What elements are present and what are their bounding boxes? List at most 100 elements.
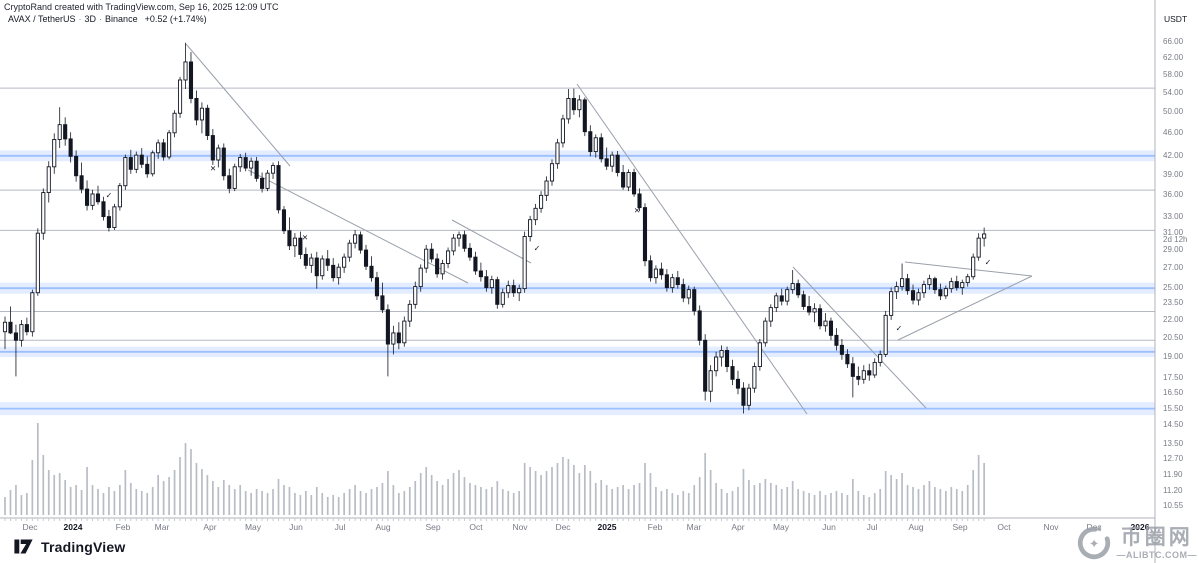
candle-down [478, 270, 483, 278]
candle-up [506, 285, 511, 294]
candle-down [8, 321, 13, 334]
candle-up [199, 107, 204, 121]
time-axis-month-label: Sep [952, 522, 968, 532]
candle-down [473, 256, 478, 272]
zone-band [0, 402, 1155, 416]
time-axis-month-label: Nov [1043, 522, 1059, 532]
candle-down [13, 332, 18, 341]
price-axis-label: 17.50 [1163, 372, 1184, 382]
time-axis-month-label: Oct [997, 522, 1011, 532]
candle-down [429, 248, 434, 260]
candle-down [588, 131, 593, 153]
candle-down [363, 249, 369, 267]
candle-down [599, 137, 604, 160]
candle-up [446, 250, 451, 264]
candle-down [374, 277, 380, 297]
check-marker: ✓ [896, 324, 903, 333]
time-axis-month-label: Aug [908, 522, 924, 532]
support-resistance-zones [0, 150, 1155, 416]
time-axis-month-label: Apr [203, 522, 217, 532]
symbol-name[interactable]: AVAX / TetherUS [8, 14, 76, 24]
candle-up [265, 172, 270, 189]
candle-up [35, 232, 40, 294]
axis-frame [0, 0, 1156, 563]
candle-up [46, 166, 51, 194]
price-axis-label: 12.70 [1163, 453, 1184, 463]
price-axis-label: 42.00 [1163, 151, 1184, 161]
candle-up [134, 154, 139, 170]
price-axis-label: 20.50 [1163, 332, 1184, 342]
candle-down [571, 98, 576, 111]
candle-up [238, 157, 243, 168]
candle-down [724, 350, 730, 367]
candle-up [424, 248, 429, 269]
candle-down [697, 310, 702, 341]
trendline [576, 83, 808, 415]
candle-down [845, 353, 850, 365]
star-glyph: ✦ [1088, 537, 1098, 551]
trendline [792, 266, 927, 409]
candle-up [150, 152, 155, 175]
zone-band [0, 346, 1155, 358]
signal-markers: ✓ ✕ ✕ ✓ ✕ ✓ ✓ [106, 164, 992, 333]
candle-up [610, 154, 615, 167]
trendline [185, 43, 291, 167]
candle-down [511, 285, 516, 294]
candle-down [314, 257, 319, 277]
time-axis-month-label: Dec [22, 522, 38, 532]
cross-marker: ✕ [634, 206, 640, 215]
candle-down [703, 339, 708, 392]
candle-down [254, 160, 259, 179]
trendline [247, 169, 469, 284]
candle-down [495, 279, 500, 305]
time-axis-month-label: Mar [686, 522, 702, 532]
candle-up [292, 237, 297, 247]
candle-up [774, 295, 779, 309]
candle-down [659, 268, 664, 276]
currency-label: USDT [1164, 14, 1188, 24]
tradingview-logo[interactable]: TradingView [13, 538, 125, 555]
candle-up [353, 234, 358, 244]
watermark-site-name: 币圈网 [1120, 524, 1193, 549]
candle-up [522, 236, 527, 290]
candle-down [101, 201, 106, 218]
candle-down [828, 320, 834, 336]
interval-label[interactable]: 3D [84, 14, 97, 24]
check-marker: ✓ [985, 258, 992, 267]
price-axis-label: 15.50 [1163, 403, 1184, 413]
candle-down [735, 378, 741, 389]
site-watermark: ✦ 币圈网 —ALIBTC.COM— [1075, 524, 1198, 562]
candle-down [325, 258, 330, 266]
candle-down [850, 363, 855, 377]
candle-up [123, 157, 128, 187]
candle-up [916, 292, 921, 301]
price-axis-label: 58.00 [1163, 69, 1184, 79]
candle-down [303, 254, 308, 266]
exchange-label: Binance [105, 14, 138, 24]
candle-down [467, 247, 473, 258]
candle-up [342, 256, 347, 268]
candle-down [938, 289, 943, 297]
price-axis-label: 39.00 [1163, 170, 1184, 180]
attribution-text: CryptoRand created with TradingView.com,… [4, 2, 279, 12]
candle-up [812, 308, 817, 313]
candle-up [714, 356, 719, 372]
trendline [904, 261, 1033, 277]
price-axis-label: 33.00 [1163, 212, 1184, 222]
tradingview-logo-icon [14, 539, 33, 554]
candle-down [664, 274, 669, 289]
coin-logo-icon: ✦ [1077, 524, 1110, 560]
candle-down [462, 234, 467, 249]
candle-up [555, 142, 560, 165]
candle-down [221, 147, 226, 177]
price-axis-label: 46.00 [1163, 128, 1184, 138]
candle-down [95, 193, 101, 203]
candle-down [839, 344, 844, 355]
time-axis-month-label: Sep [425, 522, 441, 532]
price-axis-label: 62.00 [1163, 52, 1184, 62]
candle-down [730, 366, 735, 380]
candle-up [2, 321, 8, 333]
candle-up [249, 160, 254, 169]
candle-up [309, 257, 314, 266]
